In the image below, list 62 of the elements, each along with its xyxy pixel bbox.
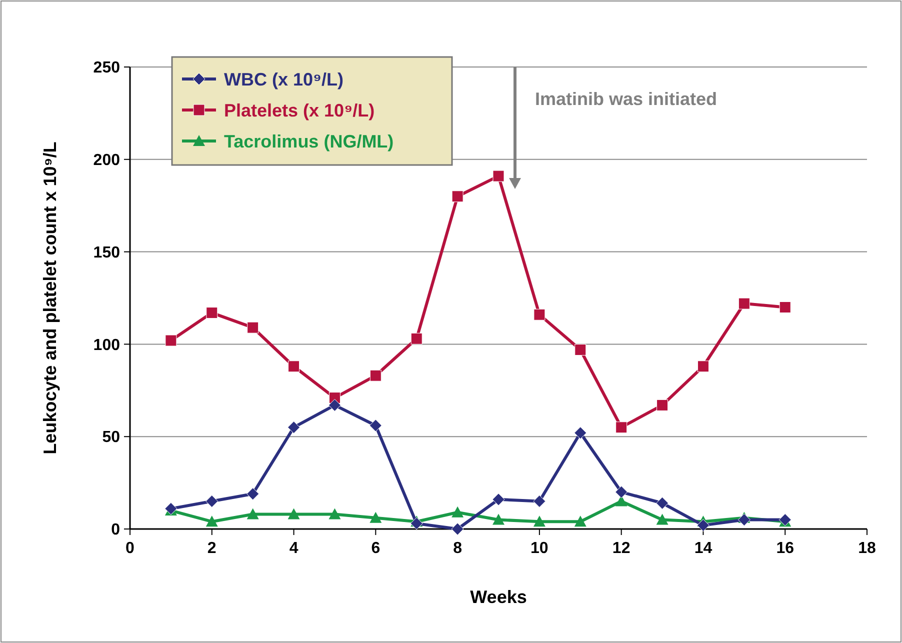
point bbox=[164, 502, 178, 515]
point bbox=[492, 514, 504, 525]
x-tick-label: 18 bbox=[858, 540, 876, 557]
legend-label: Platelets (x 10⁹/L) bbox=[224, 100, 375, 120]
point bbox=[410, 517, 423, 530]
point bbox=[533, 516, 546, 527]
y-tick-label: 100 bbox=[93, 336, 120, 354]
x-tick-label: 6 bbox=[371, 540, 380, 557]
x-tick-label: 8 bbox=[453, 540, 462, 557]
point bbox=[206, 307, 218, 319]
legend-label: Tacrolimus (NG/ML) bbox=[224, 131, 394, 152]
point bbox=[492, 493, 505, 506]
point bbox=[451, 522, 464, 536]
x-tick-label: 0 bbox=[126, 540, 135, 557]
x-tick-label: 4 bbox=[289, 540, 298, 557]
point bbox=[206, 516, 218, 527]
y-tick-label: 0 bbox=[111, 522, 120, 539]
point bbox=[616, 422, 628, 434]
point bbox=[492, 170, 504, 182]
x-tick-label: 14 bbox=[694, 540, 712, 557]
point bbox=[288, 421, 300, 434]
point bbox=[288, 508, 300, 520]
point bbox=[452, 190, 464, 202]
x-tick-label: 10 bbox=[530, 540, 548, 557]
point bbox=[165, 334, 177, 346]
legend-label: WBC (x 10⁹/L) bbox=[224, 69, 344, 90]
y-axis-title: Leukocyte and platelet count x 10⁹/L bbox=[40, 142, 60, 454]
y-tick-label: 150 bbox=[93, 244, 120, 262]
point bbox=[410, 332, 422, 344]
y-tick-label: 250 bbox=[93, 60, 120, 77]
point bbox=[328, 398, 341, 412]
point bbox=[246, 508, 259, 520]
point bbox=[656, 399, 668, 411]
y-tick-label: 200 bbox=[93, 152, 120, 169]
point bbox=[697, 360, 709, 372]
point bbox=[247, 322, 259, 334]
point bbox=[656, 514, 668, 525]
point bbox=[779, 301, 791, 313]
point bbox=[656, 496, 669, 510]
point bbox=[738, 298, 750, 310]
point bbox=[574, 516, 586, 527]
y-tick-label: 50 bbox=[102, 429, 120, 446]
x-tick-label: 12 bbox=[612, 540, 630, 557]
x-axis-title: Weeks bbox=[470, 587, 527, 607]
point bbox=[369, 419, 382, 432]
point bbox=[288, 360, 300, 372]
point bbox=[328, 508, 341, 520]
x-tick-label: 2 bbox=[207, 540, 216, 557]
point bbox=[574, 344, 586, 356]
x-tick-label: 16 bbox=[776, 540, 794, 557]
point bbox=[696, 519, 710, 532]
point bbox=[574, 426, 587, 440]
annotation: Imatinib was initiated bbox=[535, 89, 718, 109]
point bbox=[370, 370, 382, 382]
point bbox=[738, 514, 750, 526]
point bbox=[206, 495, 218, 508]
point bbox=[370, 512, 382, 523]
point bbox=[452, 506, 464, 518]
point bbox=[534, 308, 546, 320]
point bbox=[533, 495, 546, 508]
point bbox=[615, 486, 628, 498]
point bbox=[246, 488, 260, 500]
